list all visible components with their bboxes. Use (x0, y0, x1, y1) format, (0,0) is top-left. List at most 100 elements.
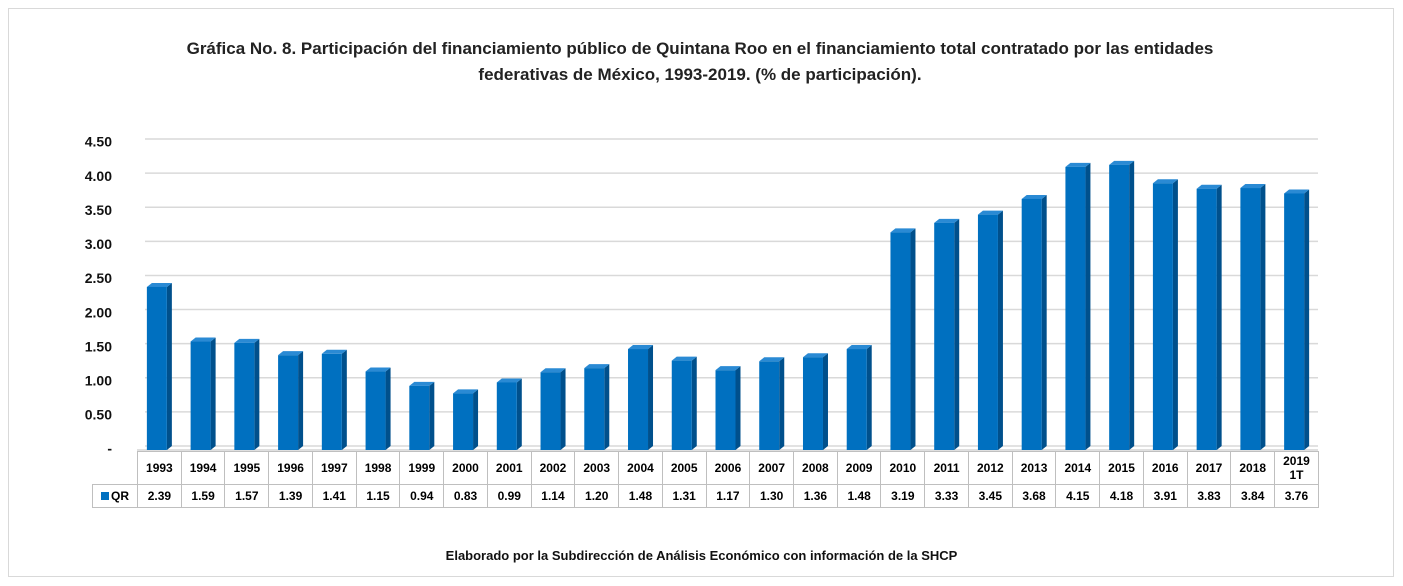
category-cell: 2005 (661, 451, 707, 485)
category-cell: 2010 (880, 451, 926, 485)
legend-cell: QR (92, 484, 138, 508)
category-cell: 2008 (793, 451, 838, 485)
bar-side (254, 338, 260, 450)
value-row: QR 2.39 1.59 1.57 1.39 1.41 1.15 0.94 0.83 0.99 1.… (92, 484, 1319, 508)
value-cell: 3.91 (1142, 484, 1188, 508)
value-cell: 1.48 (618, 484, 663, 508)
bar-top (278, 351, 304, 356)
value-cell: 4.15 (1055, 484, 1101, 508)
value-cell: 0.83 (443, 484, 488, 508)
bar-top (1109, 160, 1135, 165)
category-cell: 2003 (574, 451, 620, 485)
category-cell: 2016 (1142, 451, 1188, 485)
value-cell: 0.94 (399, 484, 445, 508)
bar-side (429, 381, 435, 450)
corner-cell (93, 452, 138, 485)
value-cell: 1.17 (705, 484, 751, 508)
y-tick-label: 2.00 (85, 304, 112, 320)
category-cell: 1994 (180, 451, 226, 485)
bar-side (341, 349, 347, 450)
bar (365, 371, 386, 450)
value-cell: 2.39 (137, 484, 182, 508)
bar-top (890, 228, 916, 233)
value-cell: 3.76 (1274, 484, 1319, 508)
value-cell: 1.20 (574, 484, 620, 508)
bar-side (735, 366, 741, 450)
category-cell: 1999 (399, 451, 445, 485)
category-cell: 1998 (355, 451, 401, 485)
y-tick-label: 3.50 (85, 202, 112, 218)
bar (977, 214, 998, 450)
value-cell: 1.39 (268, 484, 313, 508)
legend-label: QR (111, 489, 129, 503)
y-tick-label: 1.00 (85, 372, 112, 388)
bar-side (298, 351, 304, 450)
category-cell: 1993 (137, 451, 182, 485)
category-cell: 2018 (1230, 451, 1276, 485)
y-tick-label: 4.50 (85, 134, 112, 150)
bar (1065, 166, 1086, 450)
value-cell: 1.31 (661, 484, 707, 508)
value-cell: 4.18 (1099, 484, 1144, 508)
category-cell: 1996 (268, 451, 313, 485)
bar-top (1284, 189, 1310, 194)
bar-top (671, 356, 697, 361)
category-cell: 2015 (1099, 451, 1144, 485)
bar-side (516, 378, 522, 450)
bar-top (1021, 194, 1047, 199)
category-cell: 2013 (1011, 451, 1057, 485)
bar (496, 382, 517, 450)
category-cell: 1995 (224, 451, 270, 485)
bar (1109, 164, 1130, 450)
bar (453, 393, 474, 450)
y-tick-label: 1.50 (85, 338, 112, 354)
bar (934, 222, 955, 450)
value-cell: 1.59 (180, 484, 226, 508)
bar (671, 360, 692, 450)
category-cell: 2009 (836, 451, 882, 485)
bar-top (759, 357, 785, 362)
category-cell: 2017 (1186, 451, 1232, 485)
category-cell: 2012 (967, 451, 1013, 485)
bar-side (648, 345, 654, 450)
bar (146, 286, 167, 450)
bar (802, 357, 823, 450)
data-table: 1993 1994 1995 1996 1997 1998 1999 2000 2001 2002… (92, 451, 1319, 508)
bar-side (822, 353, 828, 450)
bar (1240, 188, 1261, 450)
y-tick-label: 4.00 (85, 168, 112, 184)
bar-side (1216, 184, 1222, 450)
bar (1284, 193, 1305, 451)
y-tick-label: 0.50 (85, 407, 112, 423)
bar-top (453, 389, 479, 394)
bar-side (691, 356, 697, 450)
bar (190, 341, 211, 450)
y-tick-label: - (107, 441, 112, 457)
bar-side (604, 364, 610, 450)
bar-side (473, 389, 479, 450)
bar (321, 353, 342, 450)
category-cell: 1997 (311, 451, 357, 485)
value-cell: 1.30 (749, 484, 795, 508)
bar-top (409, 381, 435, 386)
bar-side (1129, 160, 1135, 450)
bar-side (866, 345, 872, 450)
bar-side (385, 367, 391, 450)
bar-side (1172, 179, 1178, 451)
category-cell: 2004 (618, 451, 663, 485)
category-cell: 2019 1T (1274, 451, 1319, 485)
value-cell: 1.36 (793, 484, 838, 508)
bar-top (584, 364, 610, 369)
bar (1196, 188, 1217, 450)
bar-side (1260, 184, 1266, 450)
bar (715, 370, 736, 450)
value-cell: 3.84 (1230, 484, 1276, 508)
header-row: 1993 1994 1995 1996 1997 1998 1999 2000 2001 2002… (93, 451, 1319, 485)
bar (628, 349, 649, 450)
category-cell: 2014 (1055, 451, 1101, 485)
bar-side (997, 210, 1003, 450)
bar-side (954, 218, 960, 450)
value-cell: 1.41 (311, 484, 357, 508)
